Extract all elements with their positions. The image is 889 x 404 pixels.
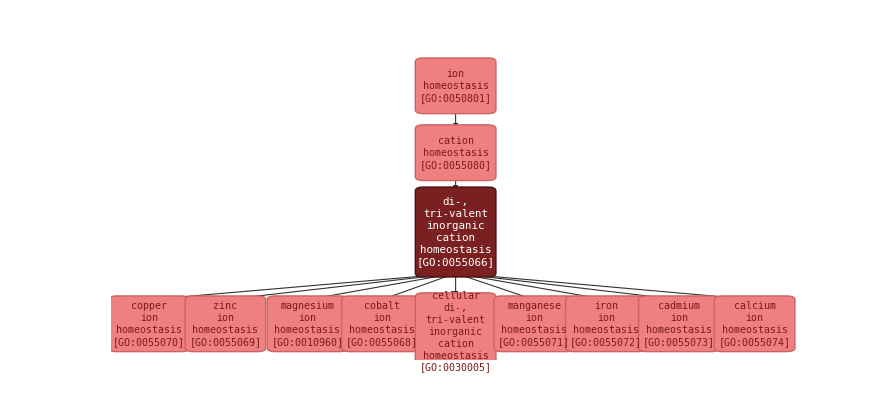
FancyBboxPatch shape (268, 296, 348, 351)
FancyBboxPatch shape (415, 125, 496, 181)
FancyBboxPatch shape (341, 296, 422, 351)
Text: iron
ion
homeostasis
[GO:0055072]: iron ion homeostasis [GO:0055072] (570, 301, 642, 347)
Text: manganese
ion
homeostasis
[GO:0055071]: manganese ion homeostasis [GO:0055071] (498, 301, 570, 347)
Text: cellular
di-,
tri-valent
inorganic
cation
homeostasis
[GO:0030005]: cellular di-, tri-valent inorganic catio… (420, 290, 492, 372)
Text: calcium
ion
homeostasis
[GO:0055074]: calcium ion homeostasis [GO:0055074] (718, 301, 790, 347)
FancyBboxPatch shape (108, 296, 189, 351)
FancyBboxPatch shape (415, 187, 496, 277)
Text: copper
ion
homeostasis
[GO:0055070]: copper ion homeostasis [GO:0055070] (113, 301, 185, 347)
Text: ion
homeostasis
[GO:0050801]: ion homeostasis [GO:0050801] (420, 69, 492, 103)
FancyBboxPatch shape (494, 296, 574, 351)
Text: cation
homeostasis
[GO:0055080]: cation homeostasis [GO:0055080] (420, 136, 492, 170)
Text: cadmium
ion
homeostasis
[GO:0055073]: cadmium ion homeostasis [GO:0055073] (643, 301, 715, 347)
Text: magnesium
ion
homeostasis
[GO:0010960]: magnesium ion homeostasis [GO:0010960] (271, 301, 343, 347)
FancyBboxPatch shape (715, 296, 795, 351)
FancyBboxPatch shape (565, 296, 646, 351)
FancyBboxPatch shape (185, 296, 266, 351)
Text: zinc
ion
homeostasis
[GO:0055069]: zinc ion homeostasis [GO:0055069] (189, 301, 261, 347)
Text: cobalt
ion
homeostasis
[GO:0055068]: cobalt ion homeostasis [GO:0055068] (346, 301, 418, 347)
FancyBboxPatch shape (415, 58, 496, 114)
FancyBboxPatch shape (415, 293, 496, 370)
Text: di-,
tri-valent
inorganic
cation
homeostasis
[GO:0055066]: di-, tri-valent inorganic cation homeost… (417, 197, 494, 267)
FancyBboxPatch shape (638, 296, 719, 351)
